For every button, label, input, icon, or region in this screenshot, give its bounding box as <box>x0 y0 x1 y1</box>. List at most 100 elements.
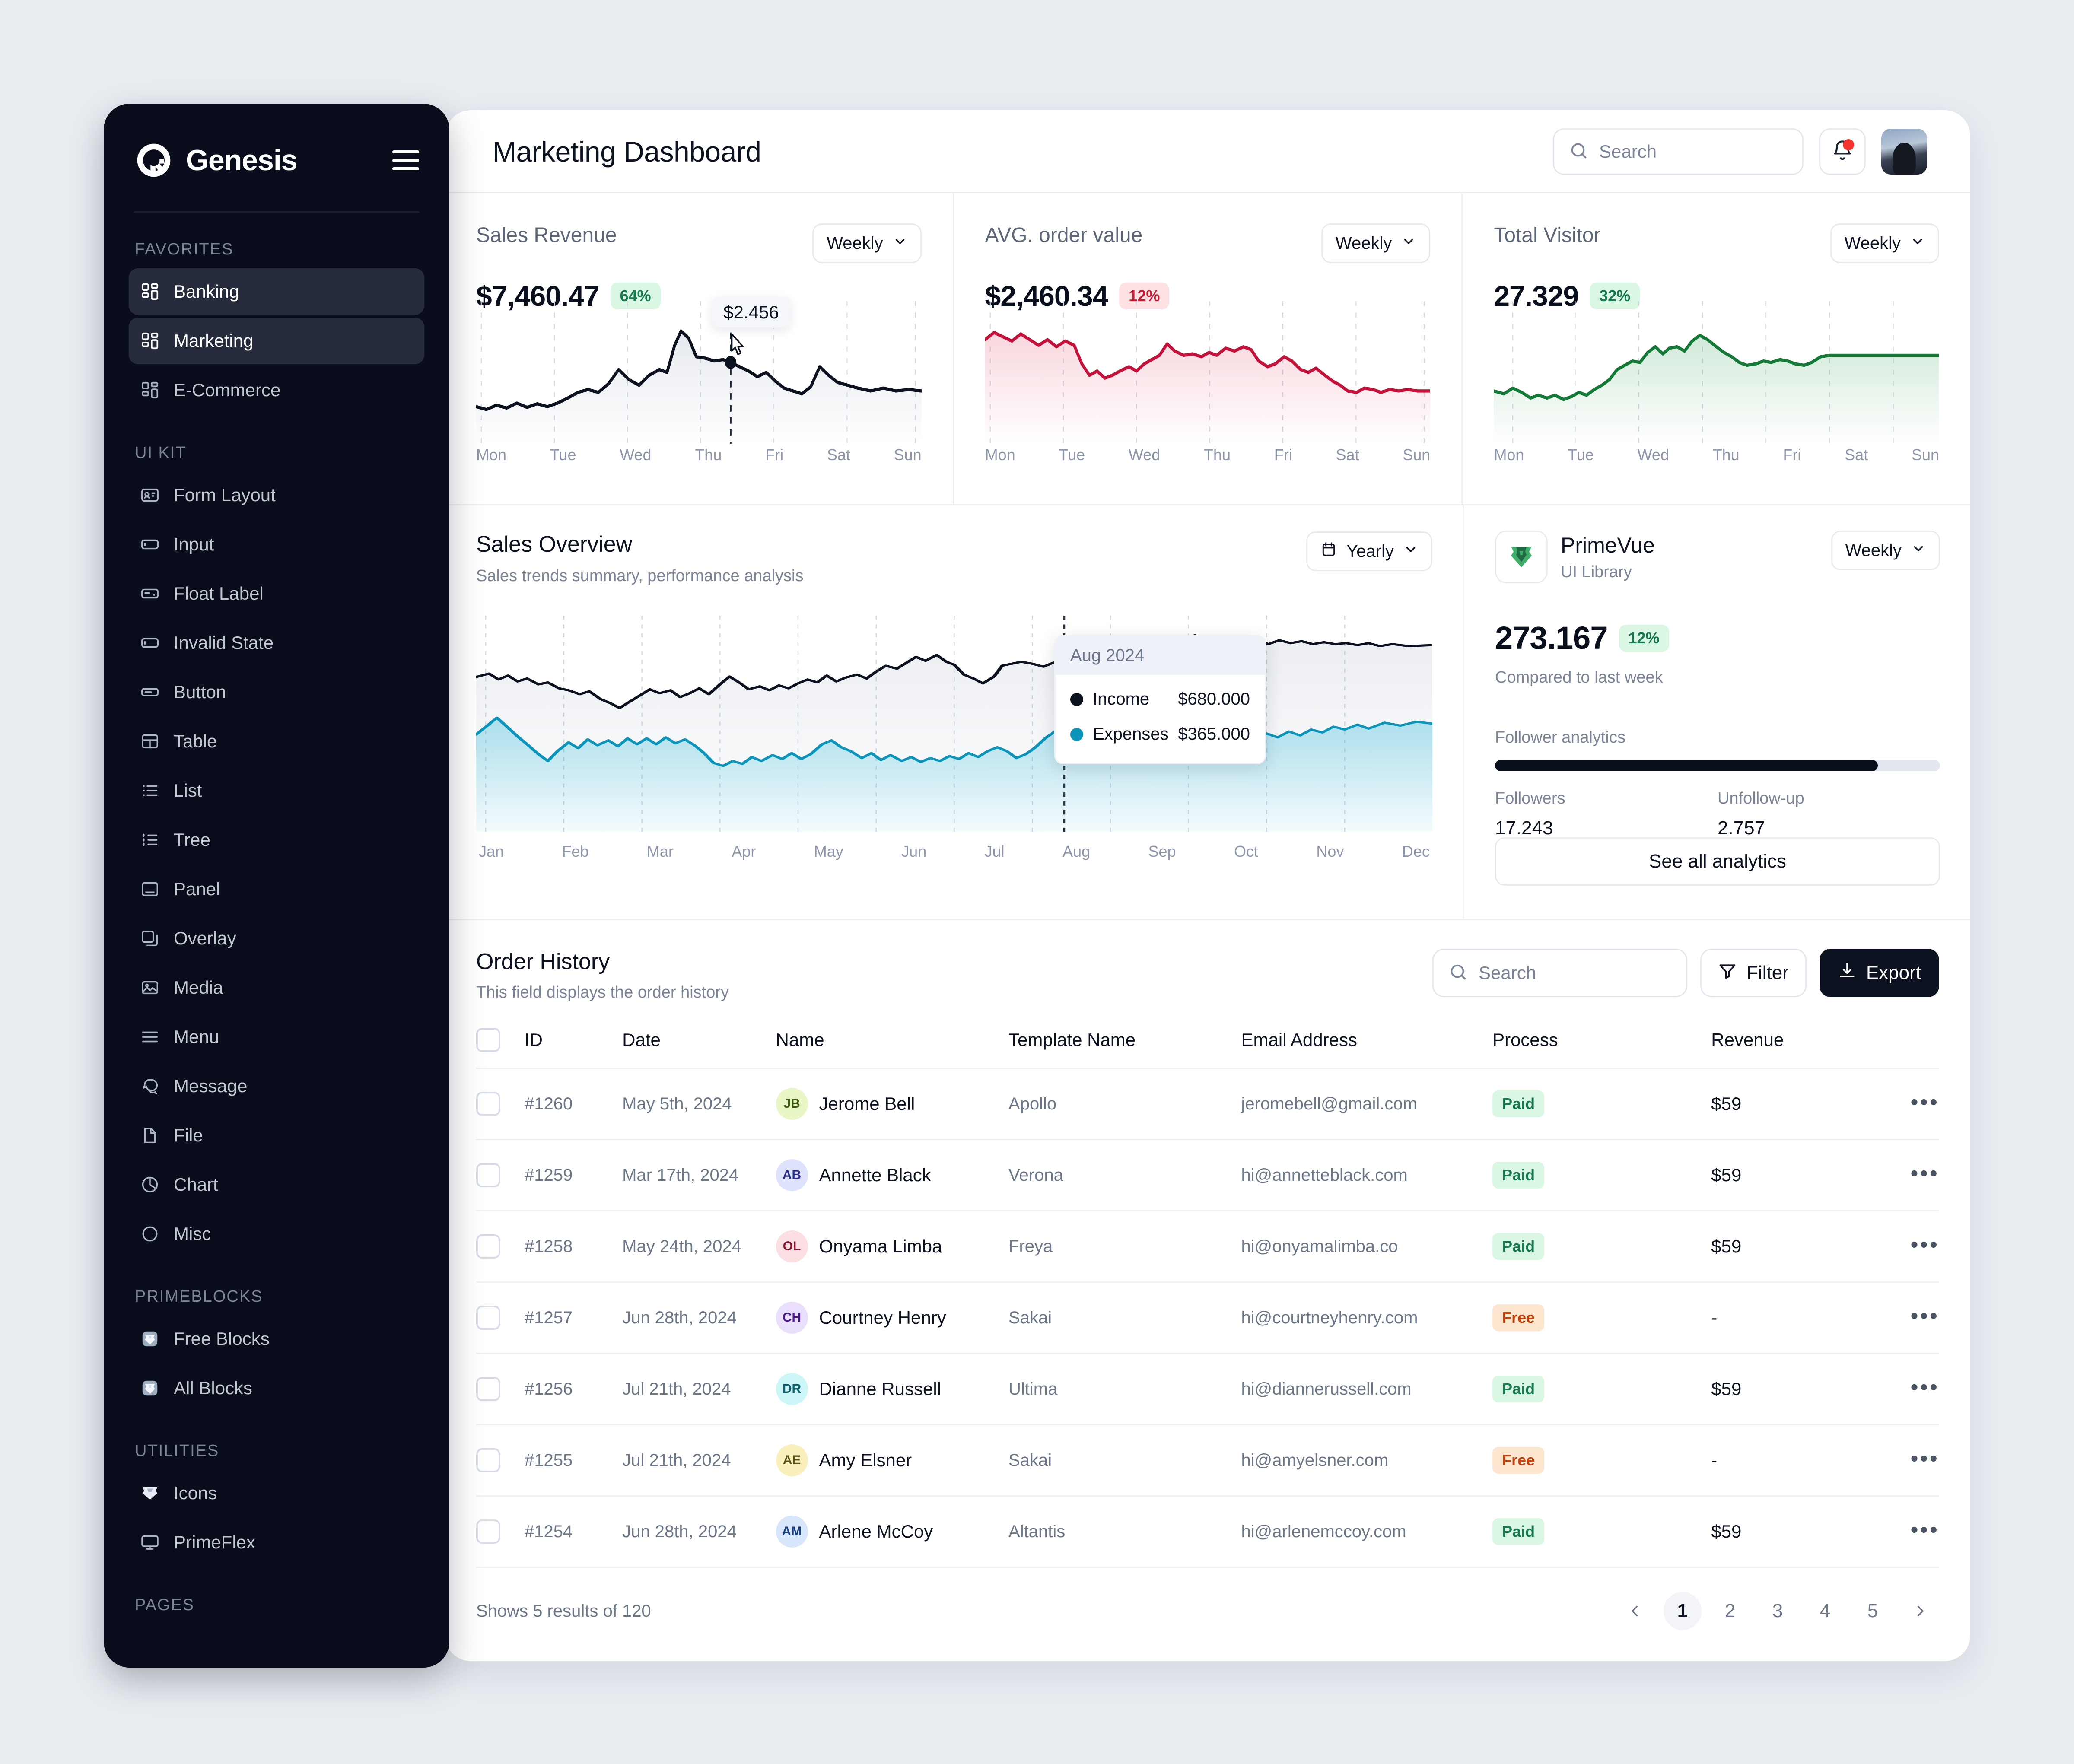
sidebar-item-chart[interactable]: Chart <box>129 1161 424 1208</box>
genesis-logo-icon <box>134 140 174 180</box>
column-header-date[interactable]: Date <box>622 1028 776 1069</box>
kpi-period-select[interactable]: Weekly <box>1321 223 1431 263</box>
sidebar-item-media[interactable]: Media <box>129 964 424 1011</box>
column-header-template[interactable]: Template Name <box>1008 1028 1241 1069</box>
order-search-input[interactable]: Search <box>1432 949 1688 997</box>
sidebar-item-menu[interactable]: Menu <box>129 1014 424 1060</box>
sidebar-item-overlay[interactable]: Overlay <box>129 915 424 962</box>
sales-overview-chart <box>476 616 1432 832</box>
global-search-input[interactable]: Search <box>1553 128 1804 175</box>
pagination-page-1[interactable]: 1 <box>1664 1592 1702 1630</box>
row-checkbox[interactable] <box>476 1377 500 1401</box>
cell-id: #1257 <box>525 1282 623 1354</box>
column-header-id[interactable]: ID <box>525 1028 623 1069</box>
export-button[interactable]: Export <box>1819 949 1939 997</box>
notifications-button[interactable] <box>1819 128 1866 175</box>
row-actions-menu-icon[interactable]: ••• <box>1910 1374 1939 1400</box>
sales-overview-period-select[interactable]: Yearly <box>1306 531 1432 571</box>
pagination-next-button[interactable] <box>1901 1592 1939 1630</box>
select-all-checkbox[interactable] <box>476 1028 500 1052</box>
brand[interactable]: Genesis <box>134 140 298 180</box>
pagination-prev-button[interactable] <box>1616 1592 1654 1630</box>
table-row[interactable]: #1254 Jun 28th, 2024 AM Arlene McCoy Alt… <box>476 1496 1939 1568</box>
kpi-period-select[interactable]: Weekly <box>1830 223 1940 263</box>
status-badge: Free <box>1492 1304 1545 1331</box>
cell-date: Jun 28th, 2024 <box>622 1282 776 1354</box>
kpi-period-select[interactable]: Weekly <box>812 223 922 263</box>
sidebar-item-button[interactable]: Button <box>129 669 424 715</box>
row-checkbox[interactable] <box>476 1092 500 1116</box>
pagination-page-2[interactable]: 2 <box>1724 1600 1736 1621</box>
sidebar-item-icons[interactable]: Icons <box>129 1470 424 1516</box>
table-row[interactable]: #1259 Mar 17th, 2024 AB Annette Black Ve… <box>476 1139 1939 1211</box>
cell-email: hi@onyamalimba.co <box>1241 1211 1493 1283</box>
status-badge: Free <box>1492 1447 1545 1474</box>
row-checkbox[interactable] <box>476 1163 500 1187</box>
sidebar-item-file[interactable]: File <box>129 1112 424 1159</box>
unfollow-value: 2.757 <box>1718 817 1765 839</box>
table-row[interactable]: #1260 May 5th, 2024 JB Jerome Bell Apoll… <box>476 1068 1939 1140</box>
sidebar-item-label: Message <box>174 1076 248 1096</box>
row-actions-menu-icon[interactable]: ••• <box>1910 1303 1939 1329</box>
results-count: Shows 5 results of 120 <box>476 1601 651 1621</box>
follower-progress-fill <box>1495 760 1878 771</box>
sidebar-item-form-layout[interactable]: Form Layout <box>129 472 424 518</box>
column-header-process[interactable]: Process <box>1492 1028 1711 1069</box>
primevue-logo-icon <box>1495 531 1548 583</box>
row-checkbox[interactable] <box>476 1234 500 1259</box>
sidebar-item-all-blocks[interactable]: All Blocks <box>129 1365 424 1411</box>
cell-revenue: $59 <box>1711 1521 1742 1542</box>
sidebar-item-tree[interactable]: Tree <box>129 817 424 863</box>
table-row[interactable]: #1258 May 24th, 2024 OL Onyama Limba Fre… <box>476 1211 1939 1283</box>
avatar: AM <box>776 1516 808 1548</box>
mid-section-row: Sales Overview Sales trends summary, per… <box>445 504 1970 919</box>
axis-tick: Thu <box>1203 446 1231 464</box>
hamburger-icon[interactable] <box>392 150 419 170</box>
see-all-analytics-button[interactable]: See all analytics <box>1495 837 1940 886</box>
column-header-revenue[interactable]: Revenue <box>1711 1028 1883 1069</box>
row-actions-menu-icon[interactable]: ••• <box>1910 1160 1939 1186</box>
pagination-page-5[interactable]: 5 <box>1867 1600 1878 1621</box>
sidebar-group-ui-kit: UI KIT <box>135 444 187 462</box>
sidebar-item-banking[interactable]: Banking <box>129 268 424 315</box>
sidebar-item-marketing[interactable]: Marketing <box>129 318 424 364</box>
sidebar-item-invalid-state[interactable]: Invalid State <box>129 620 424 666</box>
sidebar-item-misc[interactable]: Misc <box>129 1211 424 1257</box>
table-row[interactable]: #1256 Jul 21th, 2024 DR Dianne Russell U… <box>476 1353 1939 1425</box>
axis-tick: Fri <box>765 446 784 464</box>
pagination-page-4[interactable]: 4 <box>1820 1600 1831 1621</box>
sidebar-item-panel[interactable]: Panel <box>129 866 424 912</box>
cell-id: #1256 <box>525 1353 623 1425</box>
primevue-period-select[interactable]: Weekly <box>1831 531 1940 570</box>
float-label-icon <box>139 583 161 604</box>
sidebar-item-input[interactable]: Input <box>129 521 424 568</box>
table-row[interactable]: #1257 Jun 28th, 2024 CH Courtney Henry S… <box>476 1282 1939 1354</box>
tree-icon <box>139 829 161 851</box>
sidebar-item-list[interactable]: List <box>129 767 424 814</box>
sidebar-item-e-commerce[interactable]: E-Commerce <box>129 367 424 413</box>
row-checkbox[interactable] <box>476 1306 500 1330</box>
primevue-compare-label: Compared to last week <box>1495 668 1663 687</box>
row-actions-menu-icon[interactable]: ••• <box>1910 1517 1939 1542</box>
row-checkbox[interactable] <box>476 1519 500 1544</box>
row-actions-menu-icon[interactable]: ••• <box>1910 1089 1939 1115</box>
sidebar-item-primeflex[interactable]: PrimeFlex <box>129 1519 424 1566</box>
sidebar-item-label: Misc <box>174 1224 211 1244</box>
avatar[interactable] <box>1881 129 1927 175</box>
cell-date: Mar 17th, 2024 <box>622 1139 776 1211</box>
sidebar-item-table[interactable]: Table <box>129 718 424 765</box>
sidebar-item-float-label[interactable]: Float Label <box>129 570 424 617</box>
pagination-page-3[interactable]: 3 <box>1772 1600 1783 1621</box>
cell-id: #1255 <box>525 1424 623 1497</box>
row-actions-menu-icon[interactable]: ••• <box>1910 1232 1939 1257</box>
sidebar-item-message[interactable]: Message <box>129 1063 424 1109</box>
sidebar-item-free-blocks[interactable]: Free Blocks <box>129 1316 424 1362</box>
column-header-actions <box>1883 1028 1939 1069</box>
filter-button[interactable]: Filter <box>1700 949 1807 997</box>
row-checkbox[interactable] <box>476 1448 500 1472</box>
column-header-email[interactable]: Email Address <box>1241 1028 1493 1069</box>
follower-progress-bar <box>1495 760 1940 771</box>
table-row[interactable]: #1255 Jul 21th, 2024 AE Amy Elsner Sakai… <box>476 1424 1939 1497</box>
row-actions-menu-icon[interactable]: ••• <box>1910 1446 1939 1471</box>
column-header-name[interactable]: Name <box>776 1028 1009 1069</box>
